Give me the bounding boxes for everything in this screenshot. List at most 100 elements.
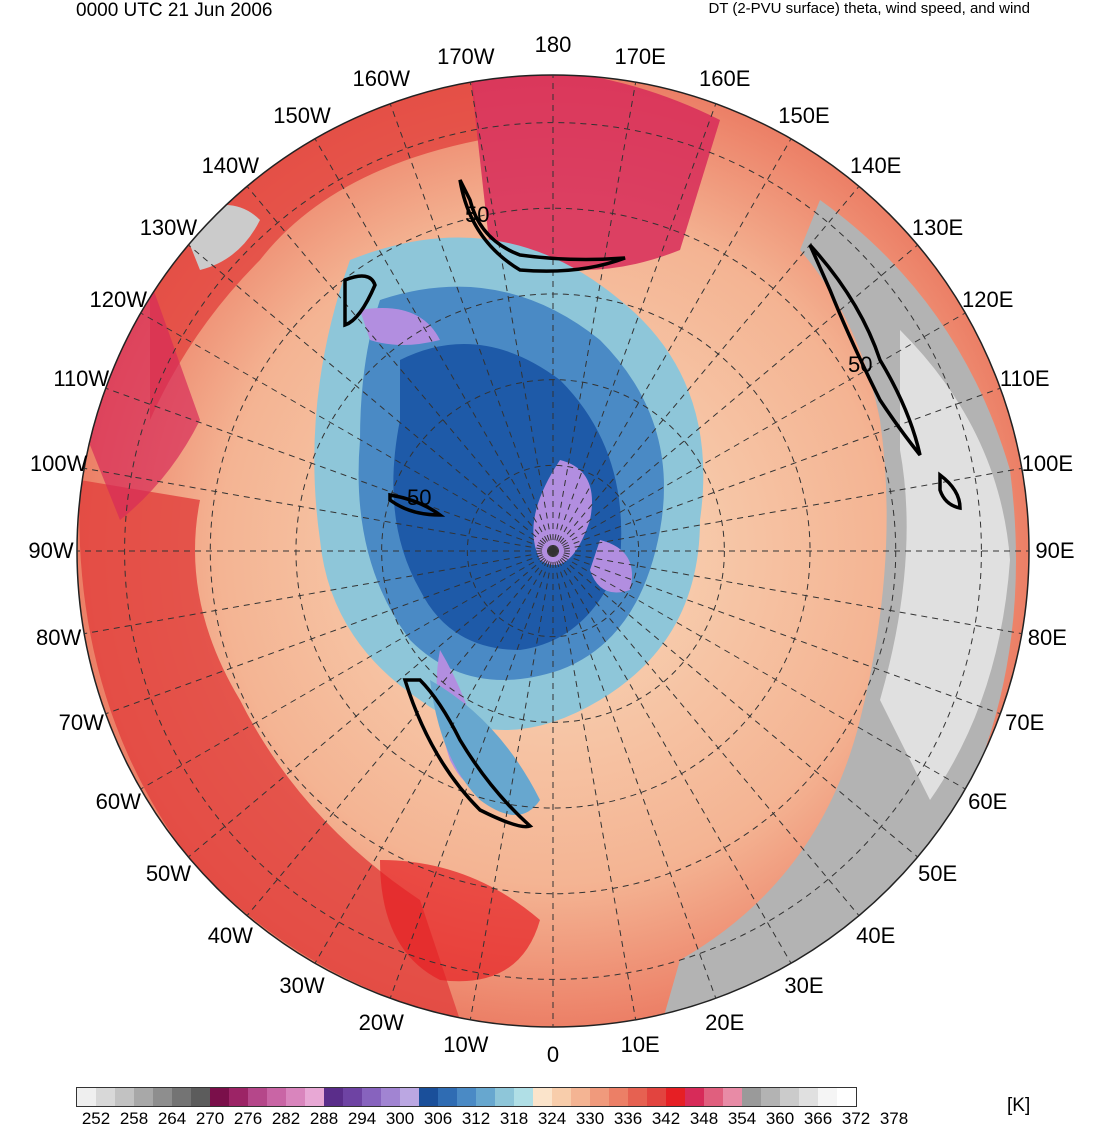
colorbar-cell [799,1088,818,1106]
longitude-label: 60W [95,789,141,814]
longitude-label: 150E [778,103,830,129]
longitude-label: 40W [207,922,253,948]
meridian-line [552,550,860,916]
colorbar-tick-label: 360 [765,1109,795,1128]
colorbar-cell [134,1088,153,1106]
contour-label: 50 [407,485,431,510]
map-field [77,75,1029,1027]
longitude-label: 50E [917,860,958,886]
longitude-label: 20E [705,1009,745,1035]
colorbar-tick-label: 288 [309,1109,339,1128]
colorbar-cell [590,1088,609,1106]
meridian-line [105,550,554,715]
colorbar-cell [191,1088,210,1106]
longitude-label: 110E [999,366,1050,392]
meridian-line [552,467,1022,552]
colorbar-cell [514,1088,533,1106]
colorbar-tick-label: 366 [803,1109,833,1128]
colorbar-cell [286,1088,305,1106]
meridian-line [469,82,554,552]
colorbar-cell [324,1088,343,1106]
meridian-line [188,550,554,858]
colorbar-cell [609,1088,628,1106]
latitude-circle [209,207,897,895]
longitude-label: 10E [620,1032,660,1058]
latitude-circle [381,379,725,723]
latitude-circle [466,464,640,638]
colorbar-cell [742,1088,761,1106]
longitude-label: 120E [962,287,1014,312]
colorbar-tick-label: 270 [195,1109,225,1128]
meridian-line [140,550,554,790]
colorbar-tick-label: 324 [537,1109,567,1128]
longitude-label: 90E [1035,538,1075,563]
colorbar-tick-label: 372 [841,1109,871,1128]
contour-label: 50 [848,352,872,377]
isotach-contours [343,179,962,829]
colorbar-cell [666,1088,685,1106]
colorbar-cell [723,1088,742,1106]
longitude-label: 80E [1027,625,1067,651]
graticule [77,75,1029,1027]
longitude-label: 140E [849,153,902,179]
colorbar-cell [210,1088,229,1106]
colorbar-cell [115,1088,134,1106]
colorbar-tick-label: 336 [613,1109,643,1128]
meridian-line [552,312,966,552]
longitude-label: 140W [201,153,260,179]
colorbar-cell [305,1088,324,1106]
longitude-label: 120W [89,287,147,312]
meridian-line [105,387,554,552]
longitude-label: 0 [546,1042,560,1067]
longitude-label: 30E [784,972,824,998]
meridian-line [552,550,1001,715]
colorbar-cell [628,1088,647,1106]
longitude-label: 150W [273,103,331,129]
colorbar-tick-label: 300 [385,1109,415,1128]
longitude-label: 170E [614,43,666,69]
colorbar-unit: [K] [1007,1095,1031,1116]
meridian-line [552,387,1001,552]
colorbar-cell [476,1088,495,1106]
meridian-line [246,186,554,552]
colorbar-cell [704,1088,723,1106]
longitude-label: 160E [698,66,751,92]
colorbar-cell [780,1088,799,1106]
colorbar-tick-label: 318 [499,1109,529,1128]
meridian-line [552,82,637,552]
contour-label: 50 [465,202,489,227]
meridian-line [552,550,1022,635]
longitude-label: 100E [1021,450,1074,476]
meridian-line [552,550,717,999]
field-description-title: DT (2-PVU surface) theta, wind speed, an… [708,0,1030,17]
colorbar-tick-label: 276 [233,1109,263,1128]
meridian-line [552,550,637,1020]
colorbar-cell [647,1088,666,1106]
longitude-label: 70W [58,709,104,735]
latitude-circle [124,122,982,980]
colorbar-cell [343,1088,362,1106]
colorbar-tick-label: 294 [347,1109,377,1128]
colorbar-cell [571,1088,590,1106]
colorbar-cell [248,1088,267,1106]
colorbar-cell [362,1088,381,1106]
meridian-line [552,138,792,552]
meridian-line [552,550,792,964]
colorbar-tick-label: 264 [157,1109,187,1128]
longitude-label: 170W [437,43,495,69]
meridian-line [140,312,554,552]
meridian-line [188,244,554,552]
latitude-circle [295,293,811,809]
colorbar-cell [77,1088,96,1106]
meridian-line [552,244,918,552]
contour-labels: 50 50 50 [407,202,872,510]
colorbar [76,1087,857,1107]
longitude-label: 180 [534,32,572,57]
meridian-line [84,467,554,552]
colorbar-cell [457,1088,476,1106]
colorbar-tick-label: 348 [689,1109,719,1128]
longitude-label: 10W [443,1032,489,1058]
longitude-label: 60E [968,789,1008,814]
longitude-label: 70E [1005,709,1045,735]
